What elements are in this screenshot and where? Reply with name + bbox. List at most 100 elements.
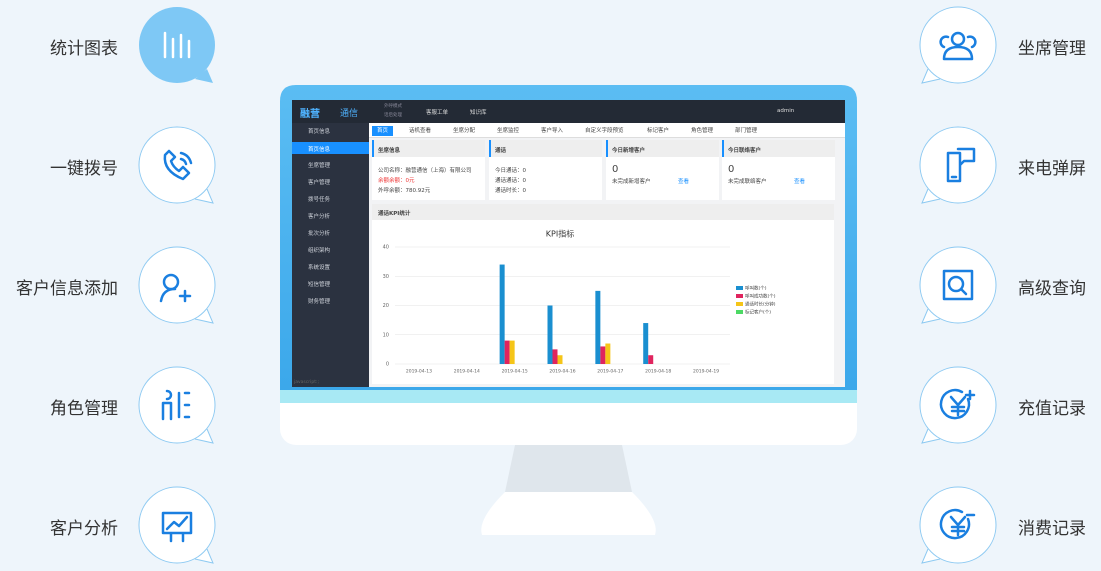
- feature-icon: [939, 508, 976, 540]
- x-tick-label: 2019-04-15: [502, 369, 528, 375]
- feature-icon: [163, 149, 193, 181]
- sidebar-item[interactable]: 坐席管理: [308, 163, 331, 169]
- bar: [648, 355, 654, 364]
- feature-icon: [939, 31, 977, 61]
- legend-label: 呼叫数(个): [745, 285, 767, 292]
- user-menu[interactable]: admin: [777, 108, 795, 114]
- feature-icon-circle: [138, 366, 216, 444]
- feature-icon-circle: [919, 126, 997, 204]
- card-header: [722, 140, 835, 157]
- bar: [552, 349, 558, 364]
- sidebar-item[interactable]: 客户分析: [308, 214, 331, 220]
- feature-icon: [946, 147, 976, 183]
- card-title: 今日联络客户: [728, 148, 762, 154]
- sidebar-item[interactable]: 短信管理: [308, 282, 331, 288]
- feature-label: 高级查询: [1018, 279, 1086, 299]
- bubble-tail: [194, 428, 214, 444]
- card-note: 未完成新增客户: [612, 179, 651, 185]
- bar: [547, 305, 553, 364]
- card-line: 外呼余额：780.92元: [378, 188, 431, 194]
- nav-item[interactable]: 知识库: [470, 110, 487, 116]
- logo: 融营: [300, 109, 320, 120]
- y-tick-label: 30: [383, 274, 389, 280]
- legend-swatch: [736, 286, 743, 290]
- bubble-tail: [194, 308, 214, 324]
- stand-base: [481, 492, 656, 535]
- tab[interactable]: 话机查看: [409, 128, 432, 134]
- sidebar-item[interactable]: 批次分析: [308, 231, 331, 237]
- card-line: 余额余额：0元: [378, 178, 415, 184]
- bubble-tail: [921, 188, 941, 204]
- card-title: 通话: [495, 148, 507, 154]
- card-line: 通话通话：0: [495, 178, 526, 184]
- sidebar-item[interactable]: 客户管理: [308, 180, 331, 186]
- status-text: javascript:;: [294, 380, 320, 385]
- bubble-tail: [194, 188, 214, 204]
- x-tick-label: 2019-04-19: [693, 369, 719, 375]
- card-link[interactable]: 查看: [678, 179, 690, 185]
- feature-label: 角色管理: [50, 399, 118, 419]
- tab[interactable]: 标记客户: [647, 128, 670, 134]
- bubble-tail: [921, 428, 941, 444]
- sidebar-item[interactable]: 系统设置: [308, 265, 331, 271]
- bar: [509, 340, 515, 364]
- submenu-item[interactable]: 首页信息: [308, 147, 331, 153]
- sidebar-item[interactable]: 财务管理: [308, 299, 331, 305]
- bubble-tail: [921, 548, 941, 564]
- submenu-bg: [292, 142, 369, 154]
- section-title: 通话KPI统计: [378, 211, 411, 217]
- tab[interactable]: 坐席分配: [453, 128, 476, 134]
- feature-label: 充值记录: [1018, 399, 1086, 419]
- feature-icon: [161, 511, 193, 543]
- y-tick-label: 40: [383, 245, 389, 251]
- card-link[interactable]: 查看: [794, 179, 806, 185]
- dashboard: 融营 通信 外呼模式 话后处理 客服工单 知识库 admin 首页信息 坐席管理 客户管理 拨号任务…: [292, 100, 845, 387]
- legend-label: 标记客户(个): [745, 309, 771, 316]
- sidebar-item[interactable]: 首页信息: [308, 129, 331, 135]
- chart-title: KPI指标: [546, 229, 574, 239]
- tab[interactable]: 自定义字段预览: [585, 128, 624, 134]
- sidebar-item[interactable]: 拨号任务: [308, 197, 331, 203]
- card-line: 公司名称：融营通信（上海）有限公司: [378, 168, 472, 174]
- card-value: 0: [728, 164, 735, 175]
- sidebar-item[interactable]: 组织架构: [308, 248, 331, 254]
- y-tick-label: 10: [383, 332, 389, 338]
- feature-icon: [161, 389, 191, 421]
- card-title: 今日新增客户: [612, 148, 646, 154]
- card-note: 未完成联络客户: [728, 179, 767, 185]
- y-tick-label: 20: [383, 303, 389, 309]
- legend-swatch: [736, 310, 743, 314]
- card-header: [489, 140, 602, 157]
- legend-label: 呼叫成功数(个): [745, 293, 776, 300]
- bar: [600, 346, 606, 364]
- bar: [595, 290, 601, 364]
- x-tick-label: 2019-04-17: [597, 369, 623, 375]
- legend-swatch: [736, 294, 743, 298]
- section-header: [372, 204, 834, 220]
- x-tick-label: 2019-04-14: [454, 369, 480, 375]
- card-title: 坐席信息: [378, 148, 401, 154]
- top-bar: [292, 100, 845, 123]
- card-header: [606, 140, 719, 157]
- feature-icon: [939, 388, 976, 420]
- bar: [499, 264, 505, 364]
- sidebar: [292, 123, 369, 387]
- feature-label: 坐席管理: [1018, 39, 1086, 59]
- x-tick-label: 2019-04-16: [549, 369, 575, 375]
- bubble-tail: [921, 68, 941, 84]
- feature-label: 一键拨号: [50, 159, 118, 179]
- bubble-tail: [921, 308, 941, 324]
- monitor-band: [280, 390, 857, 403]
- tab[interactable]: 部门管理: [735, 128, 758, 134]
- feature-label: 客户信息添加: [16, 279, 118, 299]
- tab[interactable]: 坐席监控: [497, 128, 520, 134]
- feature-label: 统计图表: [50, 39, 118, 59]
- bubble-tail: [194, 548, 214, 564]
- nav-item[interactable]: 客服工单: [426, 110, 449, 116]
- tab[interactable]: 客户导入: [541, 128, 564, 134]
- tab[interactable]: 角色管理: [691, 128, 714, 134]
- tab[interactable]: 首页: [372, 126, 394, 136]
- card-value: 0: [612, 164, 619, 175]
- mode: 话后处理: [384, 113, 402, 118]
